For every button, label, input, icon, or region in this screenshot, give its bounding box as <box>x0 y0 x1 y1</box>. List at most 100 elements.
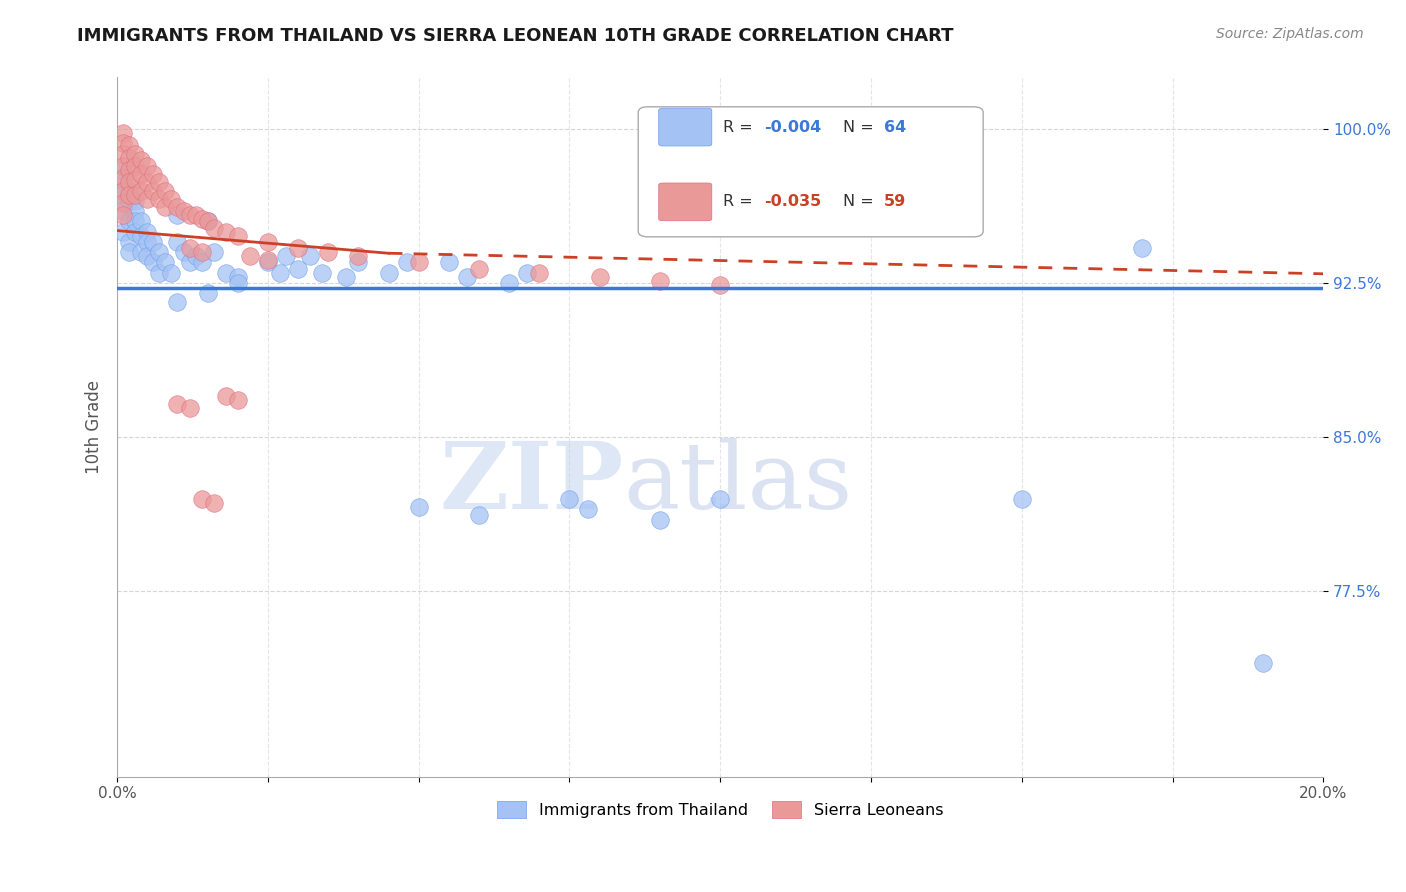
Point <box>648 512 671 526</box>
Y-axis label: 10th Grade: 10th Grade <box>86 380 103 474</box>
Point <box>148 266 170 280</box>
Point <box>347 255 370 269</box>
Point <box>468 508 491 523</box>
Point <box>112 136 135 151</box>
Text: IMMIGRANTS FROM THAILAND VS SIERRA LEONEAN 10TH GRADE CORRELATION CHART: IMMIGRANTS FROM THAILAND VS SIERRA LEONE… <box>77 27 953 45</box>
Point <box>136 175 159 189</box>
Point <box>118 194 141 208</box>
Point <box>316 245 339 260</box>
Point <box>136 225 159 239</box>
Point <box>226 228 249 243</box>
Point <box>190 212 212 227</box>
Point <box>148 175 170 189</box>
Point <box>124 159 146 173</box>
Point <box>1130 241 1153 255</box>
Point <box>197 214 219 228</box>
Point <box>118 163 141 178</box>
Point <box>142 184 165 198</box>
Text: ZIP: ZIP <box>440 438 624 528</box>
Point <box>558 491 581 506</box>
Point <box>648 274 671 288</box>
Point <box>408 255 430 269</box>
Point <box>118 151 141 165</box>
Point <box>190 255 212 269</box>
Point <box>131 167 153 181</box>
Text: N =: N = <box>844 194 879 210</box>
Point <box>179 241 201 255</box>
Point <box>131 245 153 260</box>
Point <box>335 269 357 284</box>
Point <box>437 255 460 269</box>
Point <box>112 163 135 178</box>
Point <box>112 187 135 202</box>
Point <box>257 253 280 268</box>
Point <box>166 235 188 249</box>
Point <box>160 266 183 280</box>
Point <box>136 159 159 173</box>
Point <box>311 266 333 280</box>
Point <box>142 235 165 249</box>
Point <box>166 294 188 309</box>
Point <box>112 146 135 161</box>
Point <box>166 397 188 411</box>
Point <box>124 146 146 161</box>
Point <box>124 194 146 208</box>
Point <box>709 278 731 293</box>
FancyBboxPatch shape <box>638 107 983 237</box>
Point <box>202 220 225 235</box>
Point <box>215 225 238 239</box>
Point <box>287 261 309 276</box>
Point <box>124 214 146 228</box>
Text: 59: 59 <box>884 194 907 210</box>
Point <box>118 138 141 153</box>
Point <box>468 261 491 276</box>
Point <box>257 255 280 269</box>
Point <box>1251 657 1274 671</box>
Point <box>118 235 141 249</box>
Point <box>274 249 297 263</box>
Point <box>190 245 212 260</box>
FancyBboxPatch shape <box>659 183 711 220</box>
Point <box>160 192 183 206</box>
Text: -0.004: -0.004 <box>763 120 821 135</box>
Point <box>184 249 207 263</box>
Point <box>112 171 135 186</box>
Point <box>112 195 135 210</box>
Point <box>112 225 135 239</box>
Point <box>197 286 219 301</box>
Text: Source: ZipAtlas.com: Source: ZipAtlas.com <box>1216 27 1364 41</box>
Point <box>124 204 146 219</box>
Point <box>131 228 153 243</box>
Point <box>131 184 153 198</box>
Point <box>395 255 418 269</box>
Point <box>155 184 177 198</box>
Text: R =: R = <box>723 120 758 135</box>
Point <box>299 249 322 263</box>
Point <box>112 208 135 222</box>
Point <box>408 500 430 515</box>
Point <box>269 266 291 280</box>
Point <box>142 255 165 269</box>
Point <box>112 184 135 198</box>
Point <box>118 245 141 260</box>
Point <box>456 269 478 284</box>
Point <box>202 245 225 260</box>
Point <box>709 491 731 506</box>
Point <box>112 159 135 173</box>
Point <box>118 184 141 198</box>
Point <box>118 214 141 228</box>
Text: 64: 64 <box>884 120 907 135</box>
Point <box>131 153 153 167</box>
FancyBboxPatch shape <box>659 108 711 146</box>
Point <box>136 192 159 206</box>
Text: R =: R = <box>723 194 758 210</box>
Point <box>112 204 135 219</box>
Point <box>148 192 170 206</box>
Point <box>576 502 599 516</box>
Point <box>1011 491 1033 506</box>
Point <box>142 167 165 181</box>
Point <box>136 249 159 263</box>
Point <box>173 245 195 260</box>
Point <box>498 276 520 290</box>
Point <box>136 235 159 249</box>
